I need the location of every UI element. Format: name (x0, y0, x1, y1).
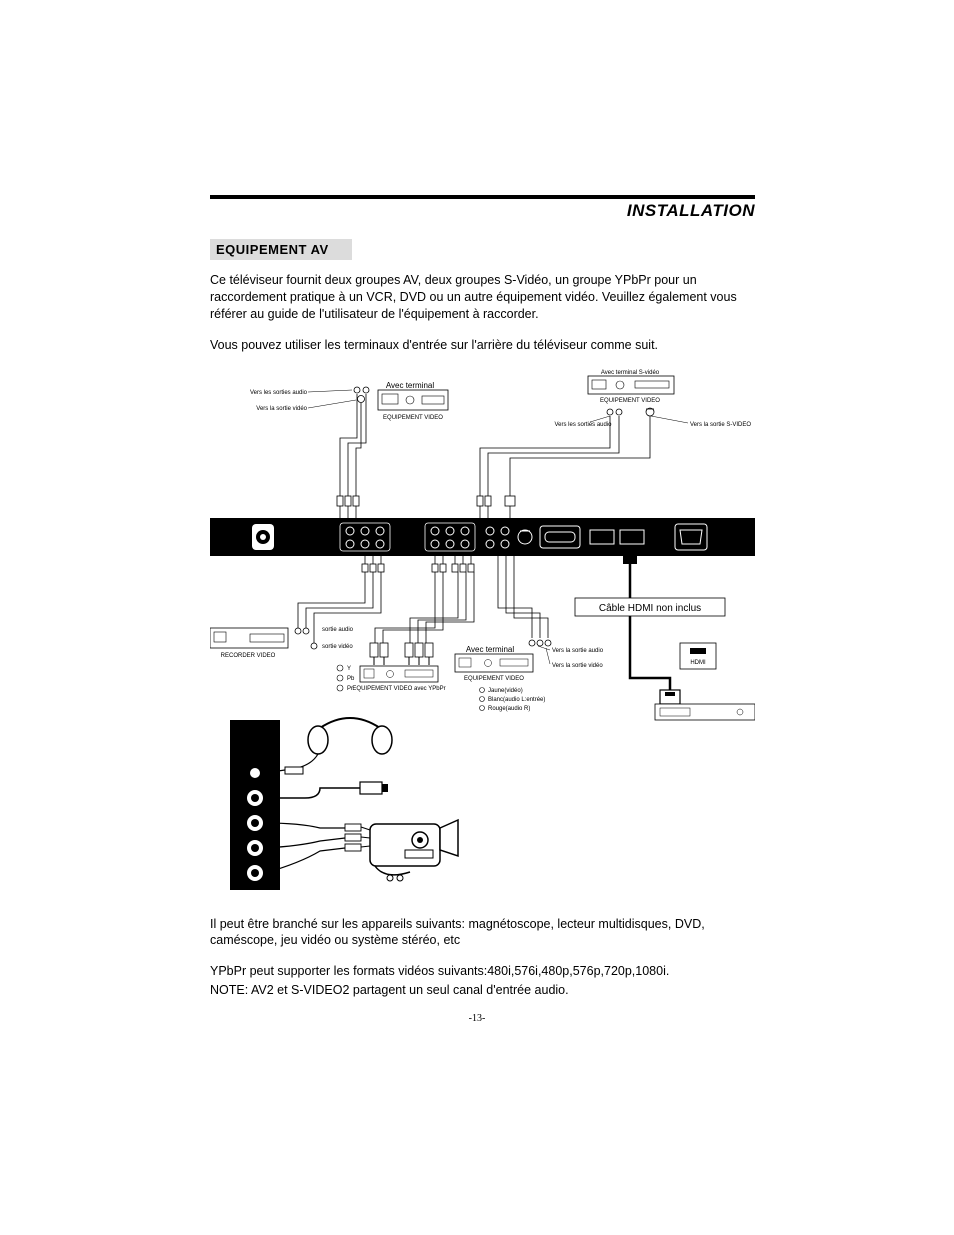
content-area: INSTALLATION EQUIPEMENT AV Ce téléviseur… (210, 195, 755, 1013)
label-equip-tr: EQUIPEMENT VIDEO (600, 398, 660, 404)
label-recorder: RECORDER VIDEO (221, 653, 276, 659)
connection-diagram: Vers les sorties audio Vers la sortie vi… (210, 368, 755, 908)
camcorder-icon (370, 820, 458, 881)
label-svideo-out-tr: Vers la sortie S-VIDEO (690, 422, 751, 428)
headphones-icon (264, 718, 392, 774)
footer-paragraph-3: NOTE: AV2 et S-VIDEO2 partagent un seul … (210, 982, 755, 999)
legend-yellow: Jaune(vidéo) (488, 688, 523, 694)
header-rule-thick (210, 195, 755, 199)
label-recorder-audio: sortie audio (322, 627, 354, 633)
label-pb: Pb (347, 676, 355, 682)
legend-white: Blanc(audio L:entrée) (488, 697, 545, 703)
label-hdmi: HDMI (690, 660, 706, 666)
label-center-terminal: Avec terminal (466, 645, 515, 654)
footer-paragraph-1: Il peut être branché sur les appareils s… (210, 916, 755, 950)
page: INSTALLATION EQUIPEMENT AV Ce téléviseur… (0, 0, 954, 1235)
label-terminal-tl: Avec terminal (386, 381, 435, 390)
page-number: -13- (0, 1013, 954, 1024)
label-equip-tl: EQUIPEMENT VIDEO (383, 415, 443, 421)
label-video-out-tl: Vers la sortie vidéo (256, 406, 307, 412)
label-svideo-term: Avec terminal S-vidéo (601, 370, 660, 376)
label-audio-out-tl: Vers les sorties audio (250, 390, 308, 396)
intro-paragraph-2: Vous pouvez utiliser les terminaux d'ent… (210, 337, 755, 354)
legend-red: Rouge(audio R) (488, 706, 530, 712)
label-hdmi-note: Câble HDMI non inclus (599, 603, 701, 614)
page-header-title: INSTALLATION (210, 201, 755, 221)
label-y: Y (347, 666, 351, 672)
label-ypbpr-equip: EQUIPEMENT VIDEO avec YPbPr (352, 686, 445, 692)
label-center-audio: Vers la sortie audio (552, 648, 604, 654)
label-audio-out-tr: Vers les sorties audio (554, 422, 612, 428)
label-center-video: Vers la sortie vidéo (552, 663, 603, 669)
intro-paragraph-1: Ce téléviseur fournit deux groupes AV, d… (210, 272, 755, 323)
section-heading: EQUIPEMENT AV (210, 239, 352, 260)
label-recorder-video: sortie vidéo (322, 644, 353, 650)
footer-paragraph-2: YPbPr peut supporter les formats vidéos … (210, 963, 755, 980)
ypbpr-plugs (370, 643, 433, 665)
label-center-equip: EQUIPEMENT VIDEO (464, 676, 524, 682)
